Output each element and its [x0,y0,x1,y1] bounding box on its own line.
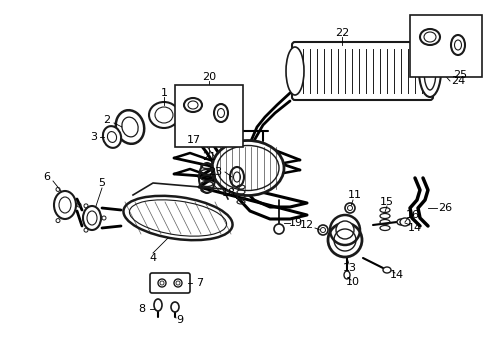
Text: 8: 8 [139,304,146,314]
Text: 5: 5 [98,178,105,188]
Text: 25: 25 [453,70,467,80]
Text: 7: 7 [196,278,203,288]
Ellipse shape [336,221,354,239]
Ellipse shape [154,299,162,311]
Text: 20: 20 [202,72,216,82]
Ellipse shape [214,104,228,122]
Ellipse shape [400,218,410,226]
Ellipse shape [122,117,138,137]
Text: 12: 12 [300,220,314,230]
Text: 14: 14 [408,223,422,233]
Text: 21: 21 [202,152,216,162]
Ellipse shape [451,35,465,55]
Ellipse shape [123,196,233,240]
Ellipse shape [424,32,436,42]
Ellipse shape [330,215,360,245]
Text: 10: 10 [346,277,360,287]
Ellipse shape [347,206,352,211]
Text: 1: 1 [161,88,168,98]
Ellipse shape [171,302,179,312]
Text: 2: 2 [103,115,111,125]
Ellipse shape [420,29,440,45]
Ellipse shape [54,191,76,219]
Ellipse shape [320,228,325,233]
Ellipse shape [59,197,71,213]
Ellipse shape [107,131,117,143]
Text: 15: 15 [380,197,394,207]
Ellipse shape [116,110,144,144]
Ellipse shape [344,271,350,279]
Text: 6: 6 [44,172,50,182]
Ellipse shape [383,267,391,273]
Ellipse shape [103,126,121,148]
Text: 19: 19 [289,218,303,228]
Ellipse shape [87,211,97,225]
Ellipse shape [455,40,462,50]
Ellipse shape [286,47,304,95]
Ellipse shape [218,108,224,117]
Text: 22: 22 [335,28,349,38]
Bar [175,85,243,147]
Text: 26: 26 [438,203,452,213]
Text: 13: 13 [343,263,357,273]
Ellipse shape [419,45,441,97]
Text: 23: 23 [208,167,222,177]
Text: 18: 18 [222,188,236,198]
Ellipse shape [274,224,284,234]
Ellipse shape [149,102,179,128]
Text: 16: 16 [406,210,420,220]
Ellipse shape [188,101,198,109]
Text: 9: 9 [176,315,184,325]
Ellipse shape [345,203,355,213]
Ellipse shape [397,219,405,225]
Ellipse shape [212,140,284,195]
Ellipse shape [217,145,279,190]
Ellipse shape [83,206,101,230]
Text: 11: 11 [348,190,362,200]
Text: 4: 4 [149,253,157,263]
Ellipse shape [176,281,180,285]
Text: 24: 24 [451,76,465,86]
FancyBboxPatch shape [150,273,190,293]
Text: 17: 17 [187,135,201,145]
Bar [410,15,482,77]
Ellipse shape [158,279,166,287]
Ellipse shape [129,200,226,236]
Ellipse shape [184,98,202,112]
Ellipse shape [234,172,241,182]
Ellipse shape [318,225,328,235]
Ellipse shape [174,279,182,287]
FancyBboxPatch shape [292,42,433,100]
Ellipse shape [424,52,436,90]
Text: 3: 3 [91,132,98,142]
Ellipse shape [155,107,173,123]
Ellipse shape [230,167,244,187]
Text: 14: 14 [390,270,404,280]
Ellipse shape [160,281,164,285]
